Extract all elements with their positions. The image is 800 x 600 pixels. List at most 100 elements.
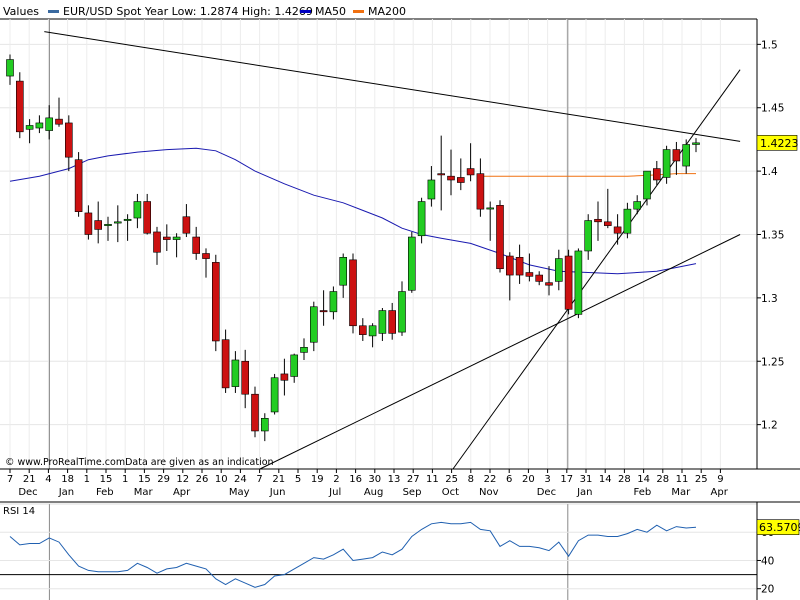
candle: [212, 254, 220, 352]
x-day-tick-label: 20: [522, 474, 535, 485]
x-month-tick-label: Oct: [442, 487, 459, 498]
x-day-tick-label: 25: [445, 474, 458, 485]
x-day-tick-label: 28: [618, 474, 631, 485]
x-day-tick-label: 14: [637, 474, 650, 485]
trendline: [452, 69, 741, 470]
candle: [172, 233, 181, 258]
candle: [143, 193, 151, 235]
candle: [643, 170, 651, 206]
trendline: [44, 31, 741, 142]
candle: [662, 145, 671, 184]
legend-ma200-label: MA200: [368, 5, 406, 18]
candle: [84, 205, 93, 240]
x-month-tick-label: Dec: [537, 487, 556, 498]
candle: [437, 135, 446, 211]
x-day-tick-label: 11: [426, 474, 439, 485]
x-day-tick-label: 31: [580, 474, 593, 485]
x-month-tick-label: Jun: [269, 487, 286, 498]
x-month-tick-label: Jul: [328, 487, 341, 498]
ma50-line: [9, 147, 697, 275]
candle: [339, 253, 348, 298]
legend-swatch-ma50: [300, 10, 311, 13]
price-y-tick-label: 1.2: [761, 420, 778, 432]
candle: [447, 149, 455, 196]
candle: [554, 249, 563, 291]
candle: [202, 248, 210, 278]
rsi-panel: RSI 14 604020 63.5709: [0, 501, 800, 600]
last-price-value: 1.4223: [760, 137, 799, 150]
candle: [25, 119, 34, 144]
candle: [417, 197, 426, 244]
candle: [65, 115, 73, 172]
candle: [505, 252, 514, 301]
candle: [6, 54, 14, 85]
x-day-tick-label: 10: [215, 474, 228, 485]
price-y-tick-label: 1.4: [761, 166, 778, 178]
rsi-label: RSI 14: [3, 506, 35, 517]
candle: [153, 226, 161, 265]
x-axis: 7 21 4 18 1 15 1 15 29 12 26 10 24 7 21 5 19 2 16 30 13 27 11 2…: [7, 469, 729, 498]
legend-swatch-spot: [48, 10, 59, 13]
rsi-y-tick-label: 40: [761, 555, 774, 567]
price-marks: [6, 31, 741, 470]
candle: [466, 143, 475, 182]
candle: [574, 248, 583, 319]
x-day-tick-label: 21: [272, 474, 285, 485]
candle: [349, 253, 357, 334]
candle: [594, 201, 602, 241]
candle: [613, 214, 622, 245]
x-day-tick-label: 15: [100, 474, 113, 485]
candle: [270, 373, 279, 415]
candle: [476, 158, 485, 217]
x-month-tick-label: Mar: [134, 487, 154, 498]
candle: [123, 214, 132, 241]
candle: [603, 188, 612, 229]
candle: [133, 193, 142, 229]
candle: [329, 286, 338, 320]
x-day-tick-label: 29: [157, 474, 170, 485]
candle: [241, 349, 249, 409]
candle: [182, 204, 191, 238]
x-day-tick-label: 18: [61, 474, 74, 485]
watermark: © www.ProRealTime.comData are given as a…: [5, 457, 274, 468]
rsi-line: [9, 521, 697, 588]
candle: [652, 160, 661, 186]
price-y-tick-label: 1.35: [761, 229, 784, 241]
candle: [398, 281, 406, 336]
price-panel: 1.5 1.45 1.4 1.35 1.3 1.25 1.2 1.4223 © www.Pr…: [0, 19, 800, 600]
x-day-tick-label: 3: [544, 474, 550, 485]
x-month-tick-label: Dec: [18, 487, 37, 498]
x-day-tick-label: 7: [256, 474, 262, 485]
x-day-tick-label: 27: [407, 474, 420, 485]
x-day-tick-label: 14: [599, 474, 612, 485]
values-label: Values: [3, 5, 39, 18]
x-day-tick-label: 4: [45, 474, 51, 485]
x-month-tick-label: Jan: [576, 487, 592, 498]
x-day-tick-label: 16: [349, 474, 362, 485]
candle: [378, 308, 387, 341]
candle: [231, 351, 240, 393]
x-day-tick-label: 1: [84, 474, 90, 485]
candle: [35, 115, 44, 134]
x-day-tick-label: 25: [695, 474, 708, 485]
x-month-tick-label: Feb: [634, 487, 652, 498]
x-month-tick-label: Mar: [671, 487, 691, 498]
candle: [496, 200, 504, 273]
x-day-tick-label: 5: [295, 474, 301, 485]
x-month-tick-label: Nov: [479, 487, 499, 498]
candle: [388, 302, 397, 340]
x-month-tick-label: Aug: [364, 487, 384, 498]
price-y-axis: 1.5 1.45 1.4 1.35 1.3 1.25 1.2: [757, 39, 784, 432]
candle: [221, 329, 230, 393]
x-day-tick-label: 24: [234, 474, 247, 485]
legend-swatch-ma200: [353, 10, 364, 13]
price-y-tick-label: 1.45: [761, 103, 784, 115]
candle: [94, 201, 102, 244]
trendline: [259, 234, 741, 470]
x-day-tick-label: 30: [368, 474, 381, 485]
last-price-badge: 1.4223: [756, 135, 799, 151]
candle: [515, 244, 524, 284]
candle: [309, 301, 318, 352]
ma200-line: [480, 173, 696, 177]
